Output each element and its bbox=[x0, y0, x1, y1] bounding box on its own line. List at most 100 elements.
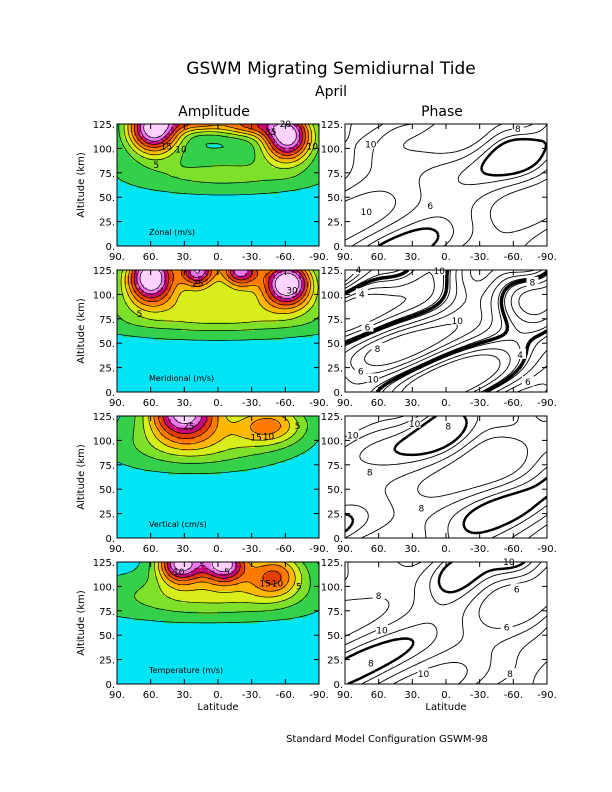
amplitude-cell bbox=[127, 585, 131, 589]
amplitude-cell bbox=[315, 564, 319, 569]
amplitude-cell bbox=[133, 129, 138, 134]
amplitude-cell bbox=[127, 129, 131, 134]
amplitude-cell bbox=[117, 599, 121, 604]
amplitude-cell bbox=[295, 170, 300, 174]
amplitude-cell bbox=[191, 313, 195, 317]
amplitude-cell bbox=[265, 588, 269, 592]
amplitude-cell bbox=[278, 562, 283, 566]
amplitude-cell bbox=[238, 456, 242, 460]
amplitude-cell bbox=[234, 331, 239, 335]
amplitude-cell bbox=[150, 126, 155, 131]
x-tick-label: 30. bbox=[176, 398, 192, 409]
amplitude-cell bbox=[204, 439, 209, 443]
amplitude-cell bbox=[201, 307, 205, 312]
amplitude-cell bbox=[241, 421, 246, 426]
amplitude-cell bbox=[308, 582, 313, 586]
amplitude-cell bbox=[292, 591, 296, 595]
amplitude-cell bbox=[140, 331, 145, 335]
amplitude-cell bbox=[234, 596, 239, 601]
amplitude-cell bbox=[194, 290, 199, 294]
amplitude-cell bbox=[154, 129, 158, 134]
amplitude-cell bbox=[187, 316, 192, 320]
amplitude-cell bbox=[244, 465, 249, 469]
amplitude-cell bbox=[127, 313, 131, 317]
amplitude-cell bbox=[231, 579, 236, 583]
amplitude-cell bbox=[207, 562, 212, 566]
amplitude-cell bbox=[271, 579, 276, 583]
amplitude-cell bbox=[248, 567, 253, 572]
amplitude-cell bbox=[137, 167, 141, 171]
amplitude-cell bbox=[207, 439, 212, 443]
amplitude-cell bbox=[194, 284, 199, 288]
amplitude-cell bbox=[117, 433, 121, 437]
amplitude-cell bbox=[160, 333, 165, 338]
amplitude-cell bbox=[315, 153, 319, 157]
amplitude-cell bbox=[164, 325, 168, 329]
amplitude-cell bbox=[258, 427, 263, 431]
amplitude-cell bbox=[211, 132, 216, 137]
phase-contour-label: 6 bbox=[427, 202, 433, 212]
amplitude-cell bbox=[207, 328, 212, 332]
amplitude-cell bbox=[214, 573, 219, 577]
amplitude-cell bbox=[147, 170, 152, 174]
amplitude-cell bbox=[251, 296, 256, 300]
amplitude-cell bbox=[117, 442, 121, 446]
amplitude-cell bbox=[275, 299, 279, 303]
amplitude-cell bbox=[164, 153, 168, 157]
amplitude-cell bbox=[228, 299, 232, 303]
amplitude-cell bbox=[133, 579, 138, 583]
amplitude-cell bbox=[204, 453, 209, 458]
amplitude-cell bbox=[248, 173, 253, 177]
amplitude-cell bbox=[214, 319, 219, 323]
amplitude-cell bbox=[278, 124, 283, 128]
amplitude-cell bbox=[180, 459, 185, 463]
amplitude-cell bbox=[271, 182, 276, 186]
amplitude-cell bbox=[191, 287, 195, 291]
amplitude-cell bbox=[117, 290, 121, 294]
amplitude-cell bbox=[174, 150, 178, 154]
amplitude-cell bbox=[127, 287, 131, 291]
amplitude-cell bbox=[248, 325, 253, 329]
amplitude-cell bbox=[184, 132, 189, 137]
amplitude-cell bbox=[207, 450, 212, 455]
amplitude-cell bbox=[265, 296, 269, 300]
amplitude-cell bbox=[143, 170, 148, 174]
amplitude-cell bbox=[248, 591, 253, 595]
amplitude-cell bbox=[292, 296, 296, 300]
amplitude-cell bbox=[197, 173, 202, 177]
amplitude-cell bbox=[177, 135, 182, 139]
amplitude-cell bbox=[147, 158, 152, 163]
amplitude-cell bbox=[315, 322, 319, 326]
amplitude-cell bbox=[238, 278, 242, 283]
amplitude-cell bbox=[187, 319, 192, 323]
amplitude-cell bbox=[187, 150, 192, 154]
amplitude-cell bbox=[207, 576, 212, 580]
amplitude-cell bbox=[238, 319, 242, 323]
amplitude-cell bbox=[271, 445, 276, 449]
amplitude-cell bbox=[157, 150, 162, 154]
amplitude-cell bbox=[238, 424, 242, 429]
amplitude-cell bbox=[281, 275, 286, 280]
amplitude-cell bbox=[130, 333, 135, 338]
amplitude-cell bbox=[204, 331, 209, 335]
amplitude-cell bbox=[238, 170, 242, 174]
amplitude-cell bbox=[187, 465, 192, 469]
amplitude-cell bbox=[174, 164, 178, 168]
amplitude-cell bbox=[123, 588, 128, 592]
amplitude-cell bbox=[120, 296, 125, 300]
amplitude-cell bbox=[255, 421, 259, 426]
amplitude-cell bbox=[177, 596, 182, 601]
amplitude-cell bbox=[180, 427, 185, 431]
amplitude-contour-line bbox=[130, 124, 309, 160]
amplitude-cell bbox=[164, 573, 168, 577]
amplitude-cell bbox=[140, 313, 145, 317]
amplitude-cell bbox=[275, 275, 279, 280]
amplitude-cell bbox=[157, 468, 162, 472]
amplitude-cell bbox=[147, 445, 152, 449]
amplitude-cell bbox=[224, 562, 229, 566]
amplitude-cell bbox=[117, 591, 121, 595]
amplitude-cell bbox=[184, 573, 189, 577]
amplitude-cell bbox=[197, 328, 202, 332]
amplitude-cell bbox=[174, 179, 178, 183]
amplitude-cell bbox=[137, 564, 141, 569]
